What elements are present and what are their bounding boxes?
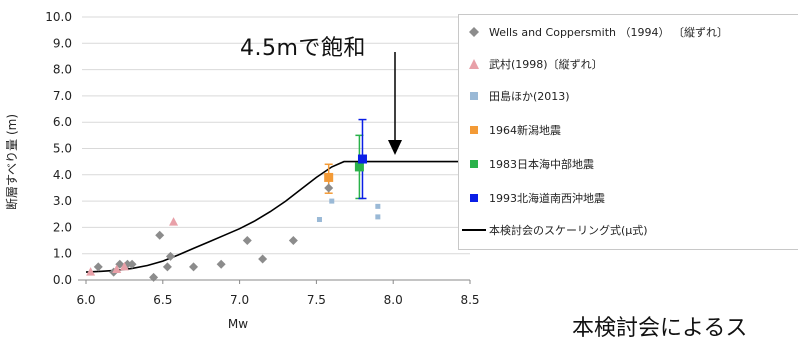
legend-label: 1964新潟地震 [489,124,561,137]
diamond-point [288,236,298,246]
x-tick-label: 7.5 [307,293,326,307]
x-tick-label: 7.0 [230,293,249,307]
legend-label: 武村(1998)〔縦ずれ〕 [489,58,603,71]
square-marker-icon [459,194,489,202]
y-tick-label: 3.0 [53,194,72,208]
diamond-point [93,262,103,272]
legend-item: Wells and Coppersmith （1994） 〔縦ずれ〕 [459,21,728,43]
y-axis-ticks: 0.0 1.0 2.0 3.0 4.0 5.0 6.0 7.0 8.0 9.0 10.0 [45,10,72,287]
square-marker-icon [459,126,489,134]
triangle-point [169,217,179,226]
diamond-marker-icon [459,27,489,37]
caption: 本検討会によるス [572,316,748,341]
x-axis-ticks: 6.0 6.5 7.0 7.5 8.0 8.5 [76,280,480,307]
square-marker-icon [459,92,489,100]
square-point [375,214,381,220]
triangle-point [119,261,129,271]
legend-label: 1983日本海中部地震 [489,158,594,171]
legend-item: 1964新潟地震 [459,119,561,141]
diamond-point [162,262,172,272]
x-tick-label: 8.0 [384,293,403,307]
x-tick-label: 6.0 [76,293,95,307]
diamond-point [155,230,165,240]
square-point [316,217,322,223]
legend: Wells and Coppersmith （1994） 〔縦ずれ〕 武村(19… [458,14,798,250]
legend-item: 1993北海道南西沖地震 [459,187,605,209]
chart: 0.01.02.03.04.05.06.07.08.09.010.0 6.0 6.… [4,10,480,331]
scaling-curve [85,160,470,273]
y-tick-label: 8.0 [53,63,72,77]
y-tick-label: 10.0 [45,10,72,24]
triangle-point [112,264,122,273]
y-tick-label: 0.0 [53,273,72,287]
legend-label: 1993北海道南西沖地震 [489,192,605,205]
diamond-point [324,183,334,193]
x-tick-label: 8.5 [460,293,479,307]
line-marker-icon [459,228,489,232]
y-tick-label: 6.0 [53,115,72,129]
diamond-point [165,251,175,261]
legend-item: 1983日本海中部地震 [459,153,594,175]
y-tick-label: 5.0 [53,142,72,156]
square-point [324,172,334,182]
y-tick-label: 7.0 [53,89,72,103]
triangle-point [86,267,96,276]
square-point [329,198,335,204]
diamond-point [216,259,226,269]
diamond-point [127,259,137,269]
square-point [375,203,381,209]
legend-item: 武村(1998)〔縦ずれ〕 [459,53,603,75]
x-tick-label: 6.5 [153,293,172,307]
annotation-arrowhead [388,140,402,155]
diamond-point [258,254,268,264]
curve-line [85,160,470,273]
y-tick-label: 4.0 [53,168,72,182]
diamond-point [189,262,199,272]
data-points [86,154,381,282]
square-point [357,154,367,164]
triangle-marker-icon [459,59,489,69]
square-point [354,162,364,172]
x-axis-label: Mw [228,317,248,331]
diamond-point [149,272,159,282]
legend-label: 本検討会のスケーリング式(μ式) [489,224,648,237]
gridlines [82,16,470,281]
y-tick-label: 9.0 [53,36,72,50]
square-marker-icon [459,160,489,168]
legend-item: 本検討会のスケーリング式(μ式) [459,219,648,241]
legend-label: Wells and Coppersmith （1994） 〔縦ずれ〕 [489,26,728,39]
y-tick-label: 2.0 [53,220,72,234]
legend-label: 田島ほか(2013) [489,90,570,103]
y-tick-label: 1.0 [53,247,72,261]
legend-item: 田島ほか(2013) [459,85,570,107]
diamond-point [242,236,252,246]
saturation-annotation: 4.5mで飽和 [240,36,366,61]
y-axis-label: 断層すべり量 (m) [4,114,19,210]
